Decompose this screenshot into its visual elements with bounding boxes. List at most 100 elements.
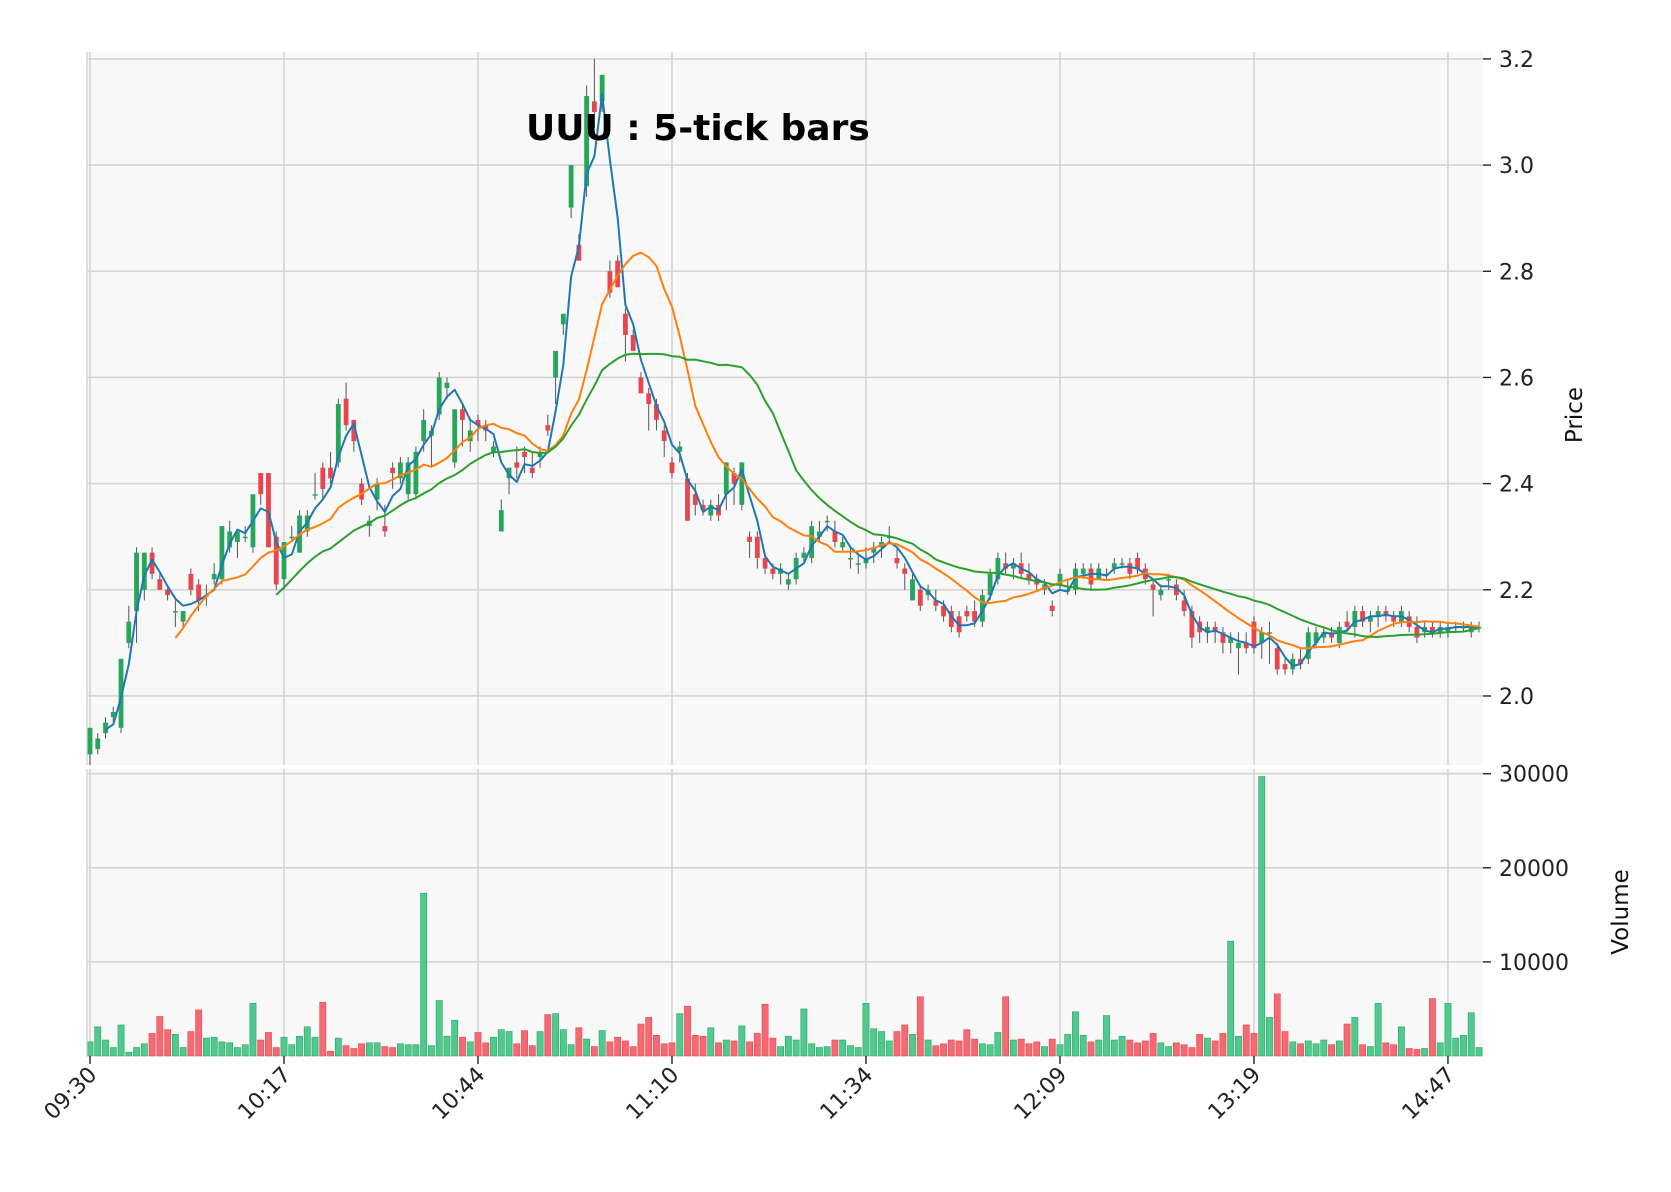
volume-bar [1320, 1039, 1328, 1057]
candle-body [646, 393, 652, 404]
candle-body [1220, 632, 1226, 643]
volume-bar [1165, 1046, 1173, 1057]
candle-body [180, 611, 186, 622]
volume-bar [1475, 1047, 1483, 1057]
candle-body [1321, 632, 1327, 638]
candle-body [537, 451, 543, 458]
volume-bar [1444, 1003, 1452, 1057]
price-tick-label: 2.6 [1499, 366, 1534, 391]
candle-body [677, 446, 683, 452]
volume-bar [1002, 996, 1010, 1057]
volume-bar [140, 1043, 148, 1057]
candle-body [1391, 616, 1397, 622]
price-tick-label: 3.2 [1499, 48, 1534, 73]
moving-average-25-line [275, 352, 1480, 638]
candle-body [754, 536, 760, 558]
volume-bar [699, 1035, 707, 1057]
volume-bar [994, 1032, 1002, 1057]
moving-average-3-line [104, 93, 1479, 731]
volume-bar [342, 1045, 350, 1057]
volume-bar [482, 1042, 490, 1057]
candle-body [436, 377, 442, 415]
volume-bar [1312, 1043, 1320, 1057]
volume-bar [428, 1045, 435, 1057]
candle-body [312, 494, 318, 496]
candle-body [134, 552, 139, 612]
candle-body [1344, 621, 1350, 627]
volume-bar [808, 1043, 816, 1057]
volume-bar [125, 1051, 133, 1057]
volume-bar [854, 1047, 862, 1057]
volume-bar [358, 1043, 365, 1057]
volume-bar [497, 1029, 505, 1057]
volume-bar [528, 1045, 536, 1057]
price-tick-label: 2.2 [1499, 579, 1534, 604]
candle-body [1313, 632, 1319, 643]
candle-body [452, 409, 458, 463]
volume-bar [753, 1033, 761, 1057]
volume-bar [179, 1047, 187, 1057]
candle-body [840, 542, 846, 548]
candle-body [1414, 626, 1420, 638]
candle-body [1127, 563, 1133, 574]
candle-body [832, 531, 838, 543]
volume-bar [676, 1013, 684, 1057]
volume-bar [234, 1047, 241, 1057]
volume-bar [1328, 1044, 1335, 1057]
volume-bar [777, 1046, 785, 1057]
volume-bar [1351, 1017, 1359, 1057]
volume-bar [862, 1003, 870, 1057]
volume-bar [218, 1041, 226, 1057]
volume-bar [272, 1047, 280, 1057]
candle-body [700, 504, 706, 511]
candle-body [157, 579, 163, 590]
volume-bar [1343, 1023, 1351, 1057]
volume-bar [311, 1036, 319, 1057]
price-axis-label: Price [1562, 387, 1588, 443]
candle-body [708, 504, 714, 516]
candle-body [591, 101, 597, 112]
candle-body [817, 531, 822, 537]
candle-body [553, 350, 558, 378]
candle-body [560, 313, 566, 325]
candle-body [1430, 626, 1435, 633]
candle-body [351, 419, 357, 442]
candle-body [1259, 632, 1265, 643]
volume-bar [1041, 1046, 1048, 1057]
volume-bar [1180, 1044, 1188, 1057]
candle-body [1228, 637, 1234, 643]
candle-body [397, 462, 403, 479]
volume-bar [1172, 1042, 1180, 1057]
time-tick-label: 10:17 [234, 1063, 297, 1126]
volume-bar [1250, 1033, 1258, 1057]
volume-bar [1017, 1038, 1025, 1057]
candle-body [902, 568, 908, 574]
volume-bar [420, 892, 428, 1057]
candle-body [235, 531, 240, 543]
moving-average-lines [104, 93, 1480, 731]
candle-body [343, 398, 349, 426]
candle-body [1336, 626, 1342, 643]
volume-bar [955, 1040, 963, 1057]
volume-bar [606, 1041, 614, 1057]
volume-bar [187, 1031, 195, 1057]
volume-bar [1413, 1049, 1421, 1057]
volume-bar [396, 1043, 404, 1057]
volume-bar [684, 1005, 691, 1057]
volume-bar [1095, 1039, 1103, 1057]
volume-bar [823, 1046, 831, 1057]
candle-body [1088, 568, 1094, 585]
candle-body [584, 96, 590, 187]
volume-bar [614, 1036, 622, 1057]
volume-bar [466, 1041, 474, 1057]
volume-bar [1103, 1015, 1110, 1057]
volume-bar [1390, 1044, 1398, 1057]
candle-body [529, 467, 535, 474]
candle-body [692, 494, 698, 505]
time-tick-label: 12:09 [1010, 1063, 1073, 1126]
volume-bar [265, 1032, 272, 1057]
volume-bar [1289, 1041, 1297, 1057]
candle-body [219, 526, 225, 580]
candle-body [669, 462, 675, 474]
volume-bar [1033, 1041, 1041, 1057]
